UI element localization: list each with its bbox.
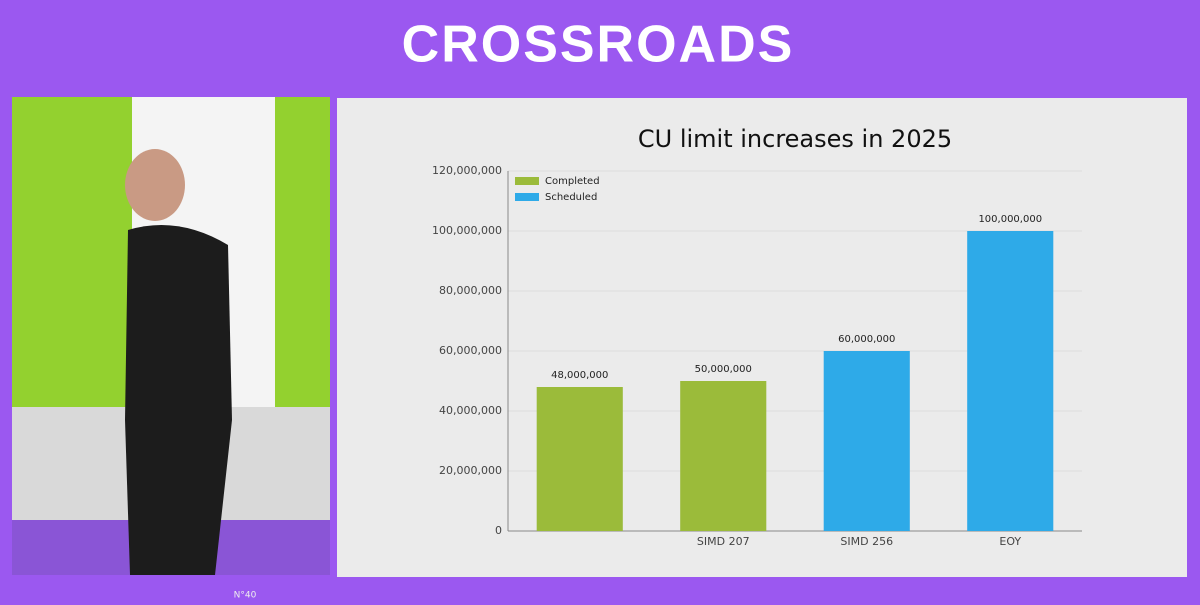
y-tick-label: 0 <box>495 524 502 537</box>
bar <box>680 381 767 531</box>
value-label: 50,000,000 <box>695 364 752 375</box>
y-tick-label: 60,000,000 <box>439 344 502 357</box>
speaker-head <box>125 149 185 221</box>
speaker-body <box>125 225 232 575</box>
banner: CROSSROADS <box>402 16 795 74</box>
y-tick-label: 100,000,000 <box>432 224 502 237</box>
legend-label: Completed <box>545 176 600 187</box>
value-label: 100,000,000 <box>978 214 1042 225</box>
y-tick-label: 120,000,000 <box>432 164 502 177</box>
x-tick-label: EOY <box>999 535 1021 548</box>
value-label: 48,000,000 <box>551 370 608 381</box>
y-tick-label: 40,000,000 <box>439 404 502 417</box>
bar <box>967 231 1054 531</box>
legend-swatch <box>515 177 539 185</box>
chart-title: CU limit increases in 2025 <box>638 125 952 153</box>
backdrop-green <box>275 97 330 407</box>
legend-label: Scheduled <box>545 192 597 203</box>
bar <box>823 351 910 531</box>
x-tick-label: SIMD 207 <box>697 535 750 548</box>
bar <box>536 387 623 531</box>
legend-swatch <box>515 193 539 201</box>
x-tick-label: SIMD 256 <box>840 535 893 548</box>
y-tick-label: 20,000,000 <box>439 464 502 477</box>
y-tick-label: 80,000,000 <box>439 284 502 297</box>
speaker-video <box>12 97 330 575</box>
backdrop-green <box>12 97 132 407</box>
value-label: 60,000,000 <box>838 334 895 345</box>
footer-badge: N°40 <box>234 591 257 601</box>
